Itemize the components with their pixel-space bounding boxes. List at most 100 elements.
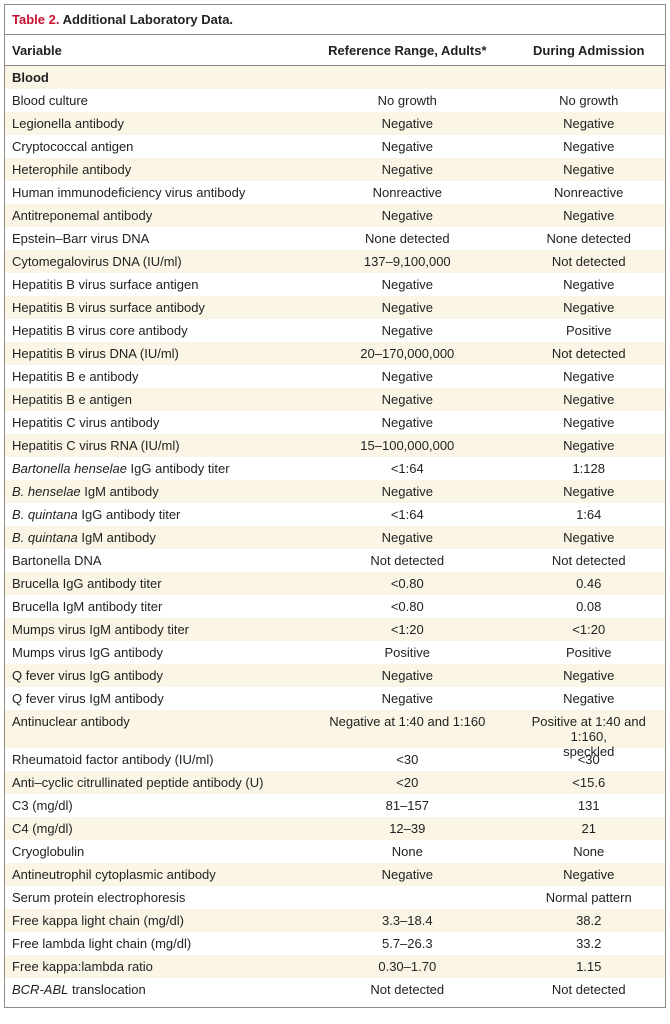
reference-range-cell: <0.80 (390, 576, 424, 591)
admission-value-cell: Not detected (512, 254, 665, 269)
admission-value-cell: <30 (512, 752, 665, 767)
table-row: Cryptococcal antigen Negative Negative (5, 135, 665, 158)
admission-value-line: 33.2 (576, 936, 602, 951)
admission-value-line: Not detected (551, 982, 626, 997)
reference-range-cell: Positive (384, 645, 431, 660)
reference-range-cell: 3.3–18.4 (381, 913, 433, 928)
admission-value-line: Negative (563, 300, 615, 315)
table-title: Table 2. Additional Laboratory Data. (5, 5, 665, 35)
variable-cell: Free lambda light chain (mg/dl) (12, 936, 192, 951)
admission-value-line: 0.46 (576, 576, 602, 591)
admission-value-cell: Negative (512, 277, 665, 292)
admission-value-cell: Negative (512, 438, 665, 453)
admission-value-line: 1.15 (576, 959, 602, 974)
variable-rest-part: IgG antibody titer (77, 507, 181, 522)
table-row: Blood culture No growth No growth (5, 89, 665, 112)
admission-value-line: Negative (563, 392, 615, 407)
admission-value-cell: Negative (512, 208, 665, 223)
table-row: Brucella IgG antibody titer <0.80 0.46 (5, 572, 665, 595)
reference-range-cell: <1:64 (390, 461, 424, 476)
admission-value-line: 38.2 (576, 913, 602, 928)
admission-value-line: Not detected (551, 346, 626, 361)
variable-cell: Hepatitis C virus antibody (12, 415, 160, 430)
reference-range-cell: Negative (381, 668, 433, 683)
variable-cell: Q fever virus IgM antibody (12, 691, 164, 706)
reference-range-cell: Negative (381, 116, 433, 131)
reference-range-cell: None (391, 844, 423, 859)
admission-value-cell: None (512, 844, 665, 859)
variable-cell: Hepatitis B virus core antibody (12, 323, 188, 338)
admission-value-cell: 21 (512, 821, 665, 836)
admission-value-line: Not detected (551, 254, 626, 269)
variable-cell: C3 (mg/dl) (12, 798, 73, 813)
reference-range-cell: Not detected (370, 553, 445, 568)
admission-value-cell: Negative (512, 415, 665, 430)
admission-value-line: Negative (563, 691, 615, 706)
table-row: Free lambda light chain (mg/dl) 5.7–26.3 3… (5, 932, 665, 955)
variable-italic-part: BCR-ABL (12, 982, 69, 997)
section-label: Blood (12, 70, 49, 85)
reference-range-cell: Negative (381, 208, 433, 223)
variable-cell: BCR-ABL translocation (5, 982, 302, 997)
admission-value-line: Negative (563, 369, 615, 384)
admission-value-cell: Negative (512, 530, 665, 545)
table-body: Blood culture No growth No growth Legionell… (5, 89, 665, 1001)
admission-value-cell: Not detected (512, 982, 665, 997)
admission-value-line: <15.6 (572, 775, 606, 790)
table-row: B. quintana IgM antibody Negative Negative (5, 526, 665, 549)
admission-value-cell: 38.2 (512, 913, 665, 928)
variable-cell: Antinuclear antibody (12, 714, 130, 729)
variable-cell: Cytomegalovirus DNA (IU/ml) (12, 254, 182, 269)
variable-italic-part: Bartonella henselae (12, 461, 127, 476)
variable-cell: Bartonella DNA (12, 553, 102, 568)
reference-range-cell: 20–170,000,000 (360, 346, 455, 361)
admission-value-line: 1:128 (572, 461, 605, 476)
reference-range-cell: Not detected (370, 982, 445, 997)
table-row: Human immunodeficiency virus antibody Non… (5, 181, 665, 204)
reference-range-cell: <30 (396, 752, 419, 767)
variable-italic-part: B. quintana (12, 507, 78, 522)
admission-value-cell: Not detected (512, 553, 665, 568)
variable-cell: Hepatitis B e antibody (12, 369, 139, 384)
admission-value-line: Normal pattern (545, 890, 632, 905)
table-row: Hepatitis B e antigen Negative Negative (5, 388, 665, 411)
variable-rest-part: IgG antibody titer (126, 461, 230, 476)
admission-value-cell: No growth (512, 93, 665, 108)
admission-value-cell: Negative (512, 392, 665, 407)
table-row: Legionella antibody Negative Negative (5, 112, 665, 135)
variable-cell: Antitreponemal antibody (12, 208, 153, 223)
variable-cell: Brucella IgM antibody titer (12, 599, 163, 614)
admission-value-cell: Negative (512, 691, 665, 706)
variable-cell: Epstein–Barr virus DNA (12, 231, 150, 246)
table-row: Antinuclear antibody Negative at 1:40 and… (5, 710, 665, 759)
reference-range-cell: Negative (381, 323, 433, 338)
admission-value-line: Negative (563, 668, 615, 683)
reference-range-cell: <20 (396, 775, 419, 790)
table-row: Cytomegalovirus DNA (IU/ml) 137–9,100,000… (5, 250, 665, 273)
table-row: Mumps virus IgG antibody Positive Positive (5, 641, 665, 664)
admission-value-cell: None detected (512, 231, 665, 246)
lab-table: Table 2. Additional Laboratory Data. Var… (4, 4, 666, 1008)
reference-range-cell: Negative (381, 867, 433, 882)
admission-value-line: Negative (563, 116, 615, 131)
admission-value-cell: Positive (512, 645, 665, 660)
table-row: Serum protein electrophoresis Normal patt… (5, 886, 665, 909)
admission-value-cell: 33.2 (512, 936, 665, 951)
variable-cell: Brucella IgG antibody titer (12, 576, 162, 591)
admission-value-cell: Positive at 1:40 and 1:160, speckled (512, 714, 665, 759)
admission-value-line: Nonreactive (554, 185, 624, 200)
reference-range-cell: Negative (381, 162, 433, 177)
table-row: Q fever virus IgG antibody Negative Negati… (5, 664, 665, 687)
table-row: Hepatitis B virus core antibody Negative P… (5, 319, 665, 342)
section-row-blood: Blood (5, 66, 665, 89)
table-row: Cryoglobulin None None (5, 840, 665, 863)
reference-range-cell: Negative (381, 484, 433, 499)
admission-value-cell: 0.08 (512, 599, 665, 614)
reference-range-cell: None detected (365, 231, 450, 246)
table-row: Hepatitis B virus surface antibody Negati… (5, 296, 665, 319)
reference-range-cell: 15–100,000,000 (360, 438, 455, 453)
reference-range-cell: Negative at 1:40 and 1:160 (329, 714, 486, 729)
table-row: Hepatitis B virus surface antigen Negativ… (5, 273, 665, 296)
variable-cell: Human immunodeficiency virus antibody (12, 185, 246, 200)
table-row: Anti–cyclic citrullinated peptide antibo… (5, 771, 665, 794)
